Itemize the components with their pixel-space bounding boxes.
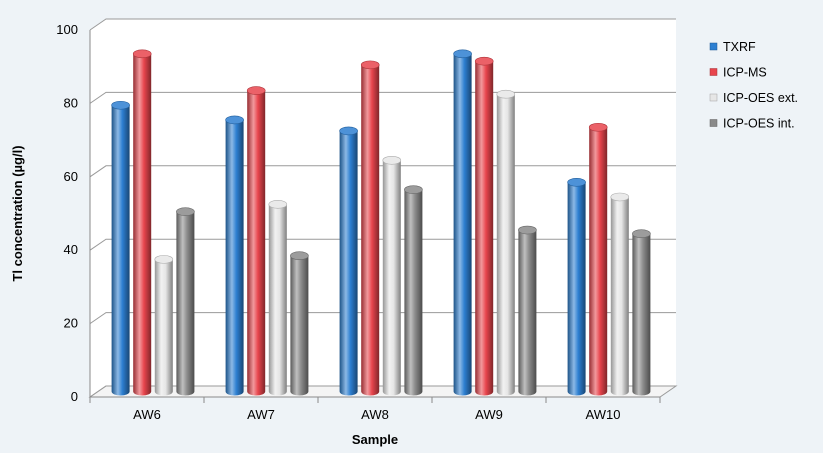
bar [268,200,288,396]
legend-item: ICP-OES int. [709,117,795,131]
bar-top [496,89,516,99]
bar [404,185,423,396]
x-tick-label: AW7 [247,407,275,422]
bar-top [610,192,630,202]
y-tick-label: 80 [64,95,78,110]
x-tick-label: AW10 [586,407,621,422]
legend-label: TXRF [723,40,756,54]
y-tick-label: 0 [71,389,78,404]
bar [567,178,586,396]
legend-label: ICP-MS [723,66,767,80]
bar [382,155,402,396]
bar [518,225,537,396]
bar [290,251,309,396]
y-tick-label: 40 [64,242,78,257]
bar [474,56,494,396]
bar-top [632,229,651,238]
bar-top [132,49,152,59]
legend-swatch [709,42,718,51]
bar-top [268,200,288,209]
bar [453,49,472,396]
bars [111,49,651,396]
bar-body [339,130,358,396]
bar-top [154,255,174,264]
bar-body [382,160,401,396]
bar [225,115,244,396]
axis-labels: Tl concentration (µg/l) Sample [10,145,398,447]
bar-body [475,61,494,396]
bar-body [404,189,423,396]
bar [496,89,516,396]
bar-top [339,126,358,136]
y-tick-label: 100 [56,22,78,37]
x-tick-label: AW8 [361,407,389,422]
bar-top [453,49,472,59]
bar [176,207,195,396]
bar-top [176,207,195,216]
y-tick-label: 20 [64,316,78,331]
bar-body [154,259,173,396]
bar-body [518,230,537,396]
bar-top [567,178,586,187]
bar [360,60,380,396]
bar-body [176,211,195,396]
bar [610,192,630,396]
legend-label: ICP-OES int. [723,117,795,131]
bar-body [453,53,472,396]
bar-body [496,94,515,396]
bar-body [567,182,586,396]
legend-item: ICP-MS [709,66,767,80]
bar-body [268,204,287,396]
bar [111,100,130,396]
bar-body [361,64,380,396]
bar-top [360,60,380,70]
axes: AW6 AW7 AW8 AW9 AW10 [89,30,661,422]
legend-item: TXRF [709,40,756,54]
bar-top [111,100,130,110]
legend-swatch [709,68,718,76]
x-tick-label: AW9 [475,407,503,422]
legend-item: ICP-OES ext. [709,91,798,105]
bar-body [610,196,629,396]
bar [588,122,608,396]
bar [246,86,266,396]
bar-top [474,56,494,66]
legend-swatch [709,119,718,127]
gridline [89,18,676,31]
bar-body [290,255,309,396]
x-tick-label: AW6 [133,407,161,422]
bar [132,49,152,396]
bar-body [589,127,608,396]
bar-top [518,225,537,235]
bar [339,126,358,396]
bar-top [382,155,402,165]
bar-body [225,119,244,396]
legend: TXRF ICP-MS ICP-OES ext. ICP-OES int. [709,40,798,131]
bar [632,229,651,396]
legend-label: ICP-OES ext. [723,91,798,105]
bar-body [133,53,152,396]
legend-swatch [709,93,718,102]
y-axis-title: Tl concentration (µg/l) [10,145,25,281]
bar-body [111,105,130,396]
x-axis-title: Sample [352,432,398,447]
y-tick-label: 60 [64,169,78,184]
bar-top [246,86,266,95]
bar-body [632,233,651,396]
bar-top [290,251,309,261]
bar-top [225,115,244,125]
bar-top [588,122,608,132]
bar-body [247,90,266,396]
bar [154,255,174,396]
bar-top [404,185,423,194]
